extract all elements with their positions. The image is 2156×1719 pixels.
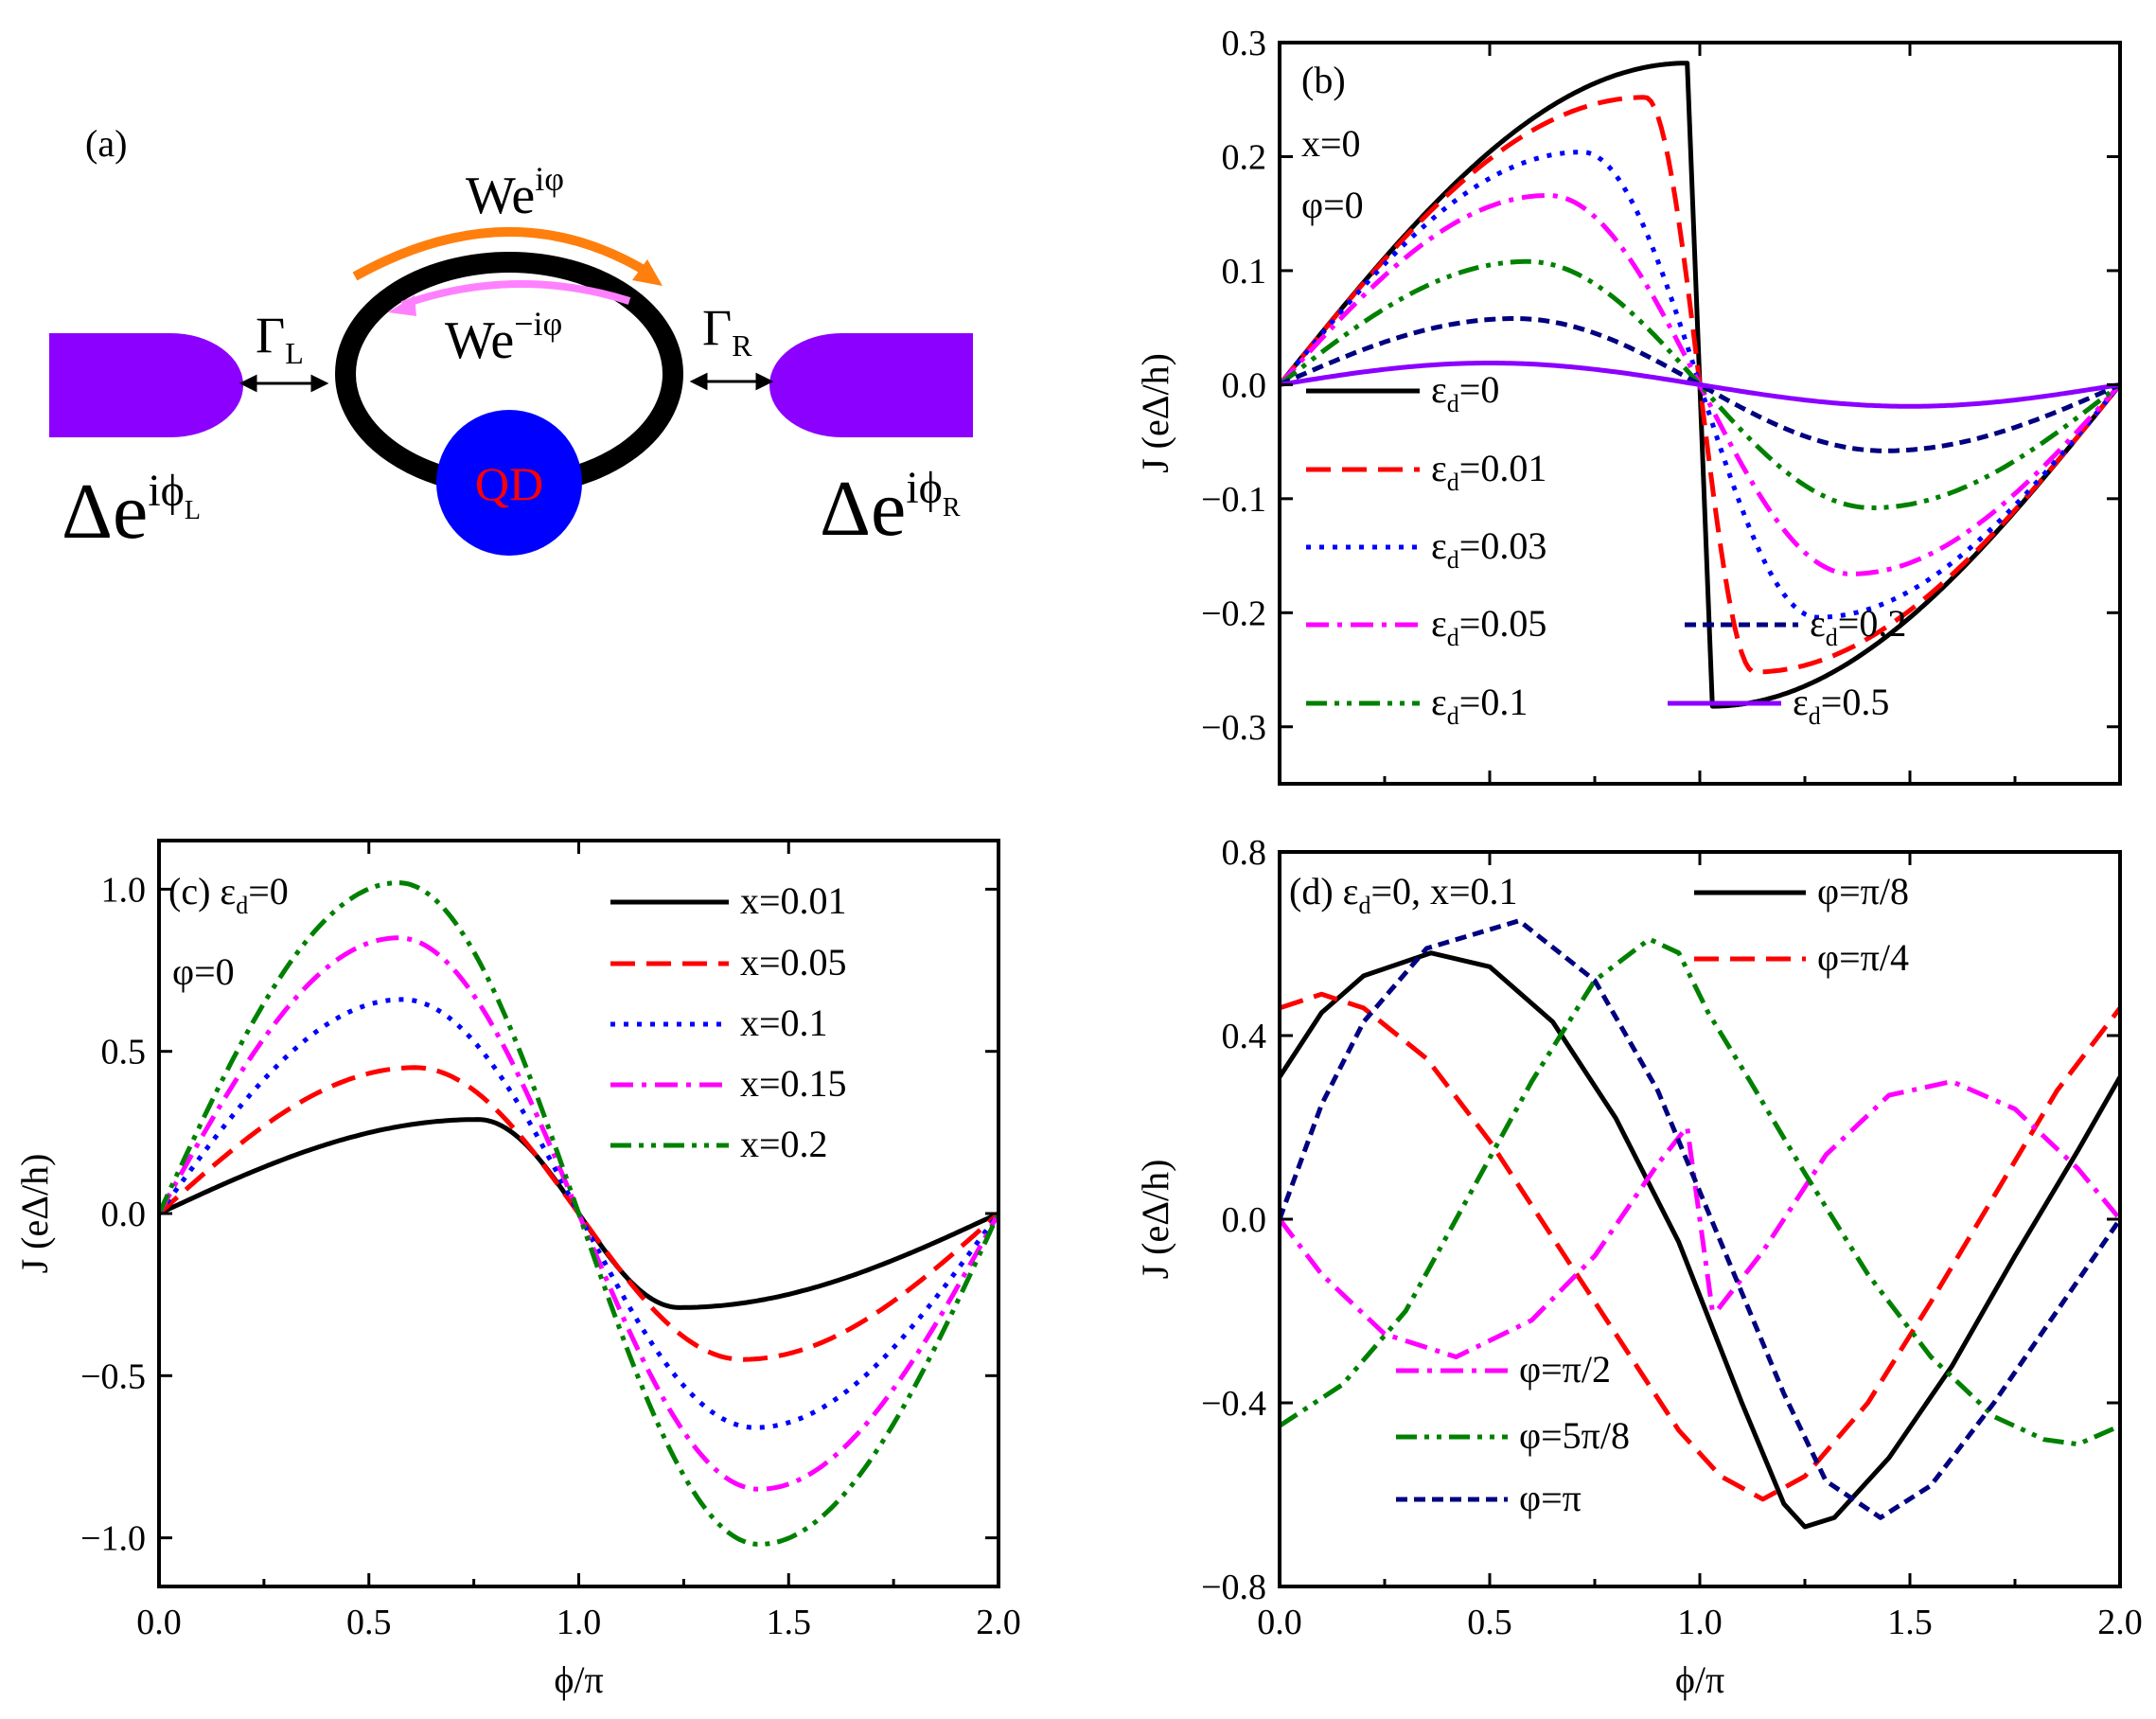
series-line-b-6 — [1280, 361, 2120, 409]
legend-label-b: εd=0 — [1431, 368, 1499, 417]
y-tick-label-b: 0.1 — [1222, 252, 1267, 292]
y-tick-label-b: 0.0 — [1222, 365, 1267, 405]
annotation-c: φ=0 — [172, 950, 235, 993]
x-axis-label-d: ϕ/π — [1675, 1658, 1724, 1701]
legend-label-b: εd=0.03 — [1431, 524, 1546, 574]
y-tick-label-d: 0.4 — [1222, 1017, 1267, 1056]
y-tick-label-c: 0.5 — [101, 1033, 147, 1072]
backward-hopping-arrow-icon — [400, 280, 631, 309]
right-coupling-arrow-icon — [689, 372, 774, 391]
chart-panel-c: 0.0 0.5 1.0 1.5 2.0 1.0 0.5 0.0 −0.5 −1.0 ϕ/π J (eΔ… — [13, 839, 1021, 1701]
x-tick-label-c: 1.5 — [767, 1603, 812, 1642]
x-tick-label-d: 2.0 — [2097, 1603, 2143, 1642]
gamma-right-label: ΓR — [702, 299, 752, 363]
y-tick-label-d: −0.4 — [1201, 1384, 1266, 1424]
legend-label-b: εd=0.1 — [1431, 681, 1528, 730]
series-line-d-4 — [1280, 918, 2120, 1520]
forward-hopping-arrowhead-icon — [632, 259, 663, 286]
series-line-d-0 — [1280, 950, 2120, 1530]
legend-label-c: x=0.15 — [740, 1062, 847, 1105]
legend-label-c: x=0.01 — [740, 879, 847, 922]
y-tick-label-d: 0.8 — [1222, 833, 1267, 873]
y-tick-label-d: −0.8 — [1201, 1568, 1266, 1607]
panel-label-d: (d) εd=0, x=0.1 — [1289, 870, 1518, 919]
panel-a-label: (a) — [85, 122, 127, 165]
quantum-dot-label: QD — [475, 457, 543, 510]
series-line-b-4 — [1280, 258, 2120, 510]
legend-label-c: x=0.1 — [740, 1001, 828, 1044]
backward-hopping-arrowhead-icon — [388, 295, 416, 316]
x-tick-label-c: 0.5 — [346, 1603, 392, 1642]
x-tick-label-c: 1.0 — [557, 1603, 602, 1642]
legend-label-d: φ=π/4 — [1817, 936, 1909, 979]
series-line-c-4 — [159, 880, 998, 1547]
x-axis-label-c: ϕ/π — [554, 1658, 603, 1701]
series-line-b-2 — [1280, 150, 2120, 620]
y-tick-label-c: −0.5 — [80, 1356, 146, 1396]
hop-forward-label: Weiφ — [466, 160, 564, 225]
series-line-d-3 — [1280, 936, 2120, 1447]
lead-right-label: ΔeiϕR — [820, 463, 961, 553]
legend-label-b: εd=0.2 — [1810, 602, 1906, 651]
lead-left-label: ΔeiϕL — [62, 466, 201, 556]
chart-panel-d: 0.0 0.5 1.0 1.5 2.0 0.8 0.4 0.0 −0.4 −0.8 ϕ/π J (eΔ… — [1134, 833, 2143, 1701]
y-axis-label-b: J (eΔ/h) — [1134, 353, 1176, 473]
x-tick-label-c: 2.0 — [976, 1603, 1021, 1642]
y-tick-label-c: 0.0 — [101, 1195, 147, 1234]
right-lead — [769, 333, 973, 437]
panel-label-b: (b) — [1301, 59, 1346, 101]
schematic-panel: (a) QD Weiφ We−iφ — [49, 122, 973, 556]
x-tick-label-d: 1.5 — [1887, 1603, 1933, 1642]
y-tick-label-c: −1.0 — [80, 1519, 146, 1559]
y-tick-label-b: 0.2 — [1222, 137, 1267, 177]
left-lead — [49, 333, 243, 437]
legend-label-c: x=0.05 — [740, 941, 847, 984]
y-tick-label-b: −0.3 — [1201, 708, 1266, 748]
y-axis-label-c: J (eΔ/h) — [13, 1154, 56, 1274]
legend-label-b: εd=0.05 — [1431, 602, 1546, 651]
legend-label-d: φ=π/2 — [1519, 1348, 1611, 1391]
series-line-d-2 — [1280, 1079, 2120, 1359]
y-tick-label-b: −0.2 — [1201, 594, 1266, 633]
x-tick-label-d: 0.0 — [1257, 1603, 1302, 1642]
x-tick-label-d: 1.0 — [1677, 1603, 1723, 1642]
annotation-b: φ=0 — [1301, 184, 1364, 226]
legend-label-d: φ=π — [1519, 1477, 1582, 1519]
legend-label-d: φ=5π/8 — [1519, 1414, 1630, 1457]
y-tick-label-d: 0.0 — [1222, 1200, 1267, 1240]
y-tick-label-b: −0.1 — [1201, 480, 1266, 520]
y-tick-label-b: 0.3 — [1222, 24, 1267, 63]
x-tick-label-c: 0.0 — [136, 1603, 182, 1642]
legend-label-c: x=0.2 — [740, 1123, 828, 1165]
series-line-b-5 — [1280, 316, 2120, 453]
x-tick-label-d: 0.5 — [1467, 1603, 1512, 1642]
y-axis-label-d: J (eΔ/h) — [1134, 1160, 1176, 1280]
quantum-dot — [436, 410, 582, 556]
hop-backward-label: We−iφ — [445, 305, 562, 370]
left-coupling-arrow-icon — [239, 374, 329, 393]
y-tick-label-c: 1.0 — [101, 870, 147, 910]
forward-hopping-arrow-icon — [352, 227, 651, 281]
gamma-left-label: ΓL — [256, 307, 304, 370]
legend-label-b: εd=0.5 — [1793, 681, 1889, 730]
legend-label-b: εd=0.01 — [1431, 447, 1546, 496]
chart-panel-b: 0.3 0.2 0.1 0.0 −0.1 −0.2 −0.3 J (eΔ/h) (b) x=0 φ=… — [1134, 24, 2122, 786]
series-line-d-1 — [1280, 991, 2120, 1502]
panel-label-c: (c) εd=0 — [168, 870, 289, 919]
legend-label-d: φ=π/8 — [1817, 870, 1909, 913]
annotation-b: x=0 — [1301, 122, 1361, 165]
